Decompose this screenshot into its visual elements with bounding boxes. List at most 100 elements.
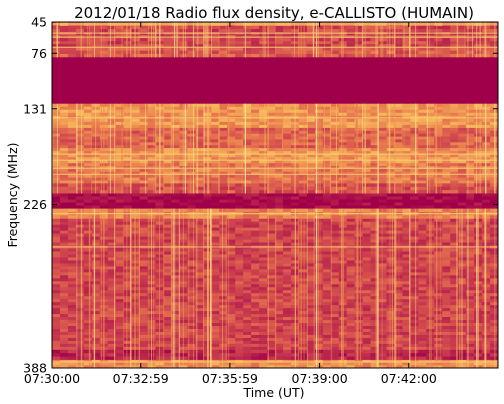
heatmap-cell: [314, 75, 324, 80]
heatmap-cell: [203, 148, 212, 152]
heatmap-cell: [171, 168, 181, 173]
heatmap-cell: [227, 139, 236, 143]
heatmap-cell: [211, 38, 220, 42]
heatmap-cell: [306, 145, 316, 149]
heatmap-cell: [338, 78, 348, 83]
heatmap-cell: [490, 269, 498, 273]
heatmap-cell: [75, 130, 85, 135]
heatmap-cell: [123, 29, 133, 33]
heatmap-cell: [362, 121, 372, 126]
heatmap-cell: [298, 82, 308, 86]
heatmap-cell: [52, 168, 61, 173]
heatmap-cell: [418, 177, 427, 181]
heatmap-cell: [298, 75, 308, 80]
heatmap-cell: [155, 193, 165, 197]
heatmap-cell: [346, 136, 356, 140]
heatmap-cell: [187, 281, 196, 285]
heatmap-cell: [362, 239, 372, 243]
heatmap-cell: [442, 227, 451, 232]
heatmap-cell: [203, 57, 212, 61]
heatmap-cell: [179, 263, 188, 267]
heatmap-cell: [458, 183, 467, 188]
heatmap-cell: [235, 180, 244, 184]
heatmap-cell: [195, 60, 204, 64]
heatmap-cell: [378, 91, 388, 95]
heatmap-cell: [330, 127, 340, 132]
heatmap-cell: [474, 112, 483, 117]
heatmap-cell: [354, 196, 364, 200]
heatmap-cell: [123, 205, 133, 210]
heatmap-cell: [147, 29, 157, 33]
heatmap-cell: [163, 103, 173, 108]
heatmap-cell: [378, 50, 388, 55]
heatmap-cell: [75, 53, 85, 58]
heatmap-cell: [402, 142, 411, 146]
heatmap-cell: [402, 278, 411, 282]
heatmap-cell: [330, 75, 340, 80]
heatmap-cell: [83, 75, 93, 80]
heatmap-cell: [235, 88, 244, 92]
heatmap-cell: [466, 148, 475, 152]
heatmap-cell: [187, 239, 196, 243]
heatmap-cell: [219, 121, 228, 126]
heatmap-cell: [346, 41, 356, 45]
heatmap-cell: [235, 97, 244, 102]
heatmap-cell: [147, 124, 157, 129]
heatmap-cell: [251, 145, 260, 149]
heatmap-cell: [282, 41, 292, 45]
heatmap-cell: [211, 254, 220, 258]
heatmap-cell: [426, 47, 435, 51]
heatmap-cell: [147, 196, 157, 200]
heatmap-cell: [282, 177, 292, 181]
heatmap-cell: [195, 32, 204, 36]
heatmap-cell: [251, 278, 260, 282]
heatmap-cell: [75, 72, 85, 77]
heatmap-cell: [474, 133, 483, 137]
heatmap-cell: [115, 251, 125, 255]
heatmap-cell: [282, 130, 292, 135]
heatmap-cell: [131, 91, 141, 95]
heatmap-cell: [115, 112, 125, 117]
heatmap-cell: [378, 180, 388, 184]
heatmap-cell: [83, 139, 93, 143]
heatmap-cell: [139, 160, 149, 164]
heatmap-cell: [235, 284, 244, 288]
heatmap-cell: [298, 257, 308, 261]
heatmap-cell: [251, 66, 260, 71]
heatmap-cell: [83, 32, 93, 36]
heatmap-cell: [378, 118, 388, 123]
heatmap-cell: [450, 47, 459, 51]
heatmap-cell: [139, 193, 149, 197]
heatmap-cell: [195, 69, 204, 74]
heatmap-cell: [482, 85, 491, 89]
heatmap-cell: [219, 63, 228, 67]
heatmap-cell: [370, 69, 380, 74]
heatmap-cell: [91, 227, 101, 232]
heatmap-cell: [490, 239, 498, 243]
heatmap-cell: [275, 97, 284, 102]
heatmap-cell: [450, 127, 459, 132]
heatmap-cell: [402, 269, 411, 273]
heatmap-cell: [179, 85, 188, 89]
heatmap-cell: [52, 254, 61, 258]
heatmap-cell: [107, 44, 117, 48]
heatmap-cell: [394, 145, 404, 149]
heatmap-cell: [187, 109, 196, 114]
heatmap-cell: [434, 63, 443, 67]
heatmap-cell: [267, 272, 276, 276]
heatmap-cell: [466, 221, 475, 226]
heatmap-cell: [267, 224, 276, 229]
heatmap-cell: [139, 254, 149, 258]
heatmap-cell: [410, 160, 419, 164]
heatmap-cell: [322, 60, 332, 64]
heatmap-cell: [458, 139, 467, 143]
heatmap-cell: [123, 177, 133, 181]
heatmap-cell: [418, 32, 427, 36]
heatmap-cell: [211, 269, 220, 273]
heatmap-cell: [235, 227, 244, 232]
heatmap-cell: [282, 236, 292, 240]
heatmap-cell: [59, 174, 69, 179]
heatmap-cell: [259, 290, 268, 294]
heatmap-cell: [267, 233, 276, 237]
heatmap-cell: [466, 275, 475, 279]
